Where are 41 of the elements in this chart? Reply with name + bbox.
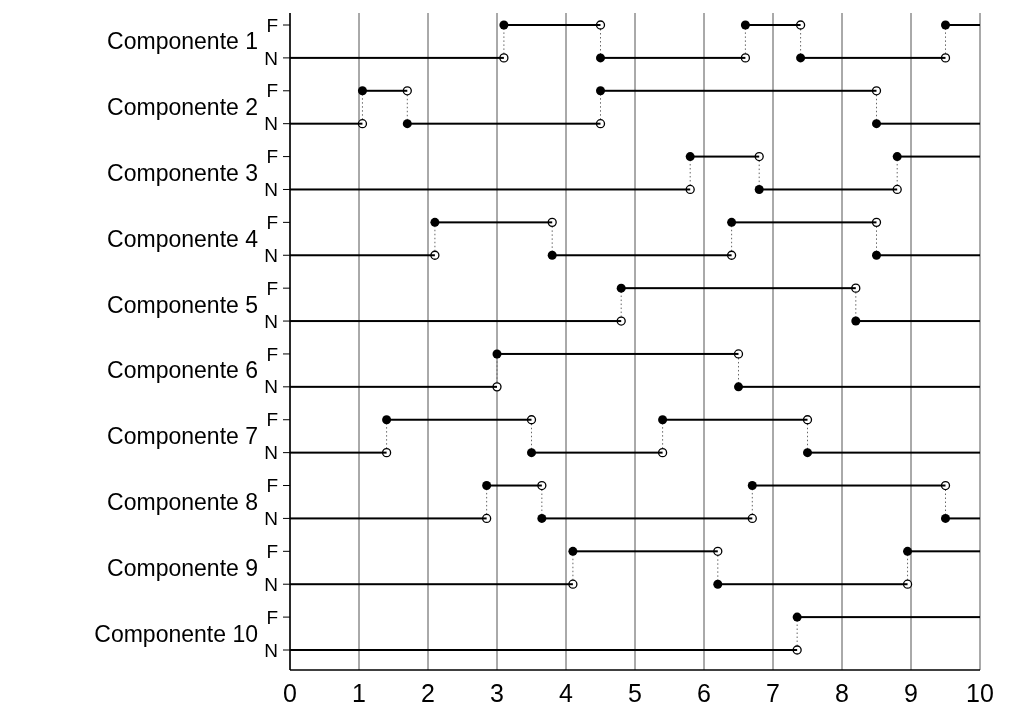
y-tick-label: F — [266, 80, 278, 102]
y-tick-label: F — [266, 14, 278, 36]
text: Componente 6 — [107, 357, 258, 384]
x-tick-label: 9 — [904, 679, 918, 707]
y-tick-label: F — [266, 212, 278, 234]
text: Componente 10 — [94, 620, 258, 647]
y-tick-label: F — [266, 277, 278, 299]
x-tick-label: 2 — [421, 679, 435, 707]
text: Componente 1 — [107, 28, 258, 55]
y-tick-label: N — [264, 639, 278, 661]
x-tick-label: 10 — [966, 679, 994, 707]
text: Componente 2 — [107, 94, 258, 121]
x-tick-label: 0 — [283, 679, 297, 707]
y-tick-label: N — [264, 47, 278, 69]
text: Componente 7 — [107, 423, 258, 450]
text: Componente 4 — [107, 225, 259, 252]
y-tick-label: F — [266, 475, 278, 497]
x-tick-label: 7 — [766, 679, 780, 707]
y-tick-label: F — [266, 409, 278, 431]
text: Componente 9 — [107, 554, 258, 581]
text: Componente 8 — [107, 489, 258, 516]
y-tick-label: F — [266, 540, 278, 562]
y-tick-label: F — [266, 343, 278, 365]
text: Componente 5 — [107, 291, 258, 318]
y-tick-label: N — [264, 508, 278, 530]
y-tick-label: N — [264, 573, 278, 595]
y-tick-label: N — [264, 376, 278, 398]
y-tick-label: N — [264, 244, 278, 266]
x-tick-label: 5 — [628, 679, 642, 707]
x-tick-label: 8 — [835, 679, 849, 707]
y-tick-label: N — [264, 179, 278, 201]
y-tick-label: F — [266, 146, 278, 168]
text: Componente 3 — [107, 160, 258, 187]
x-tick-label: 1 — [352, 679, 366, 707]
x-tick-label: 6 — [697, 679, 711, 707]
y-tick-label: F — [266, 606, 278, 628]
y-tick-label: N — [264, 113, 278, 135]
x-tick-label: 4 — [559, 679, 574, 707]
y-tick-label: N — [264, 310, 278, 332]
x-tick-label: 3 — [490, 679, 504, 707]
y-tick-label: N — [264, 442, 278, 464]
